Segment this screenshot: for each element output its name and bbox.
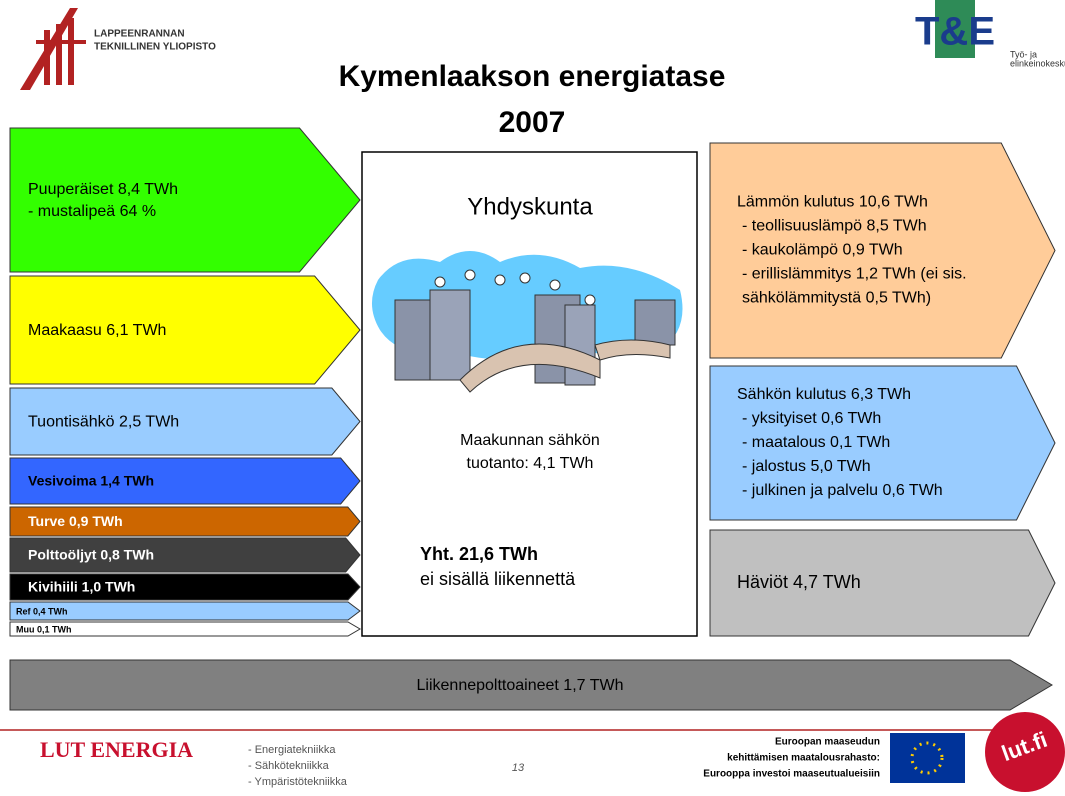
footer-department: - Sähkötekniikka [248, 760, 330, 772]
agency-name: elinkeinokesku [1010, 58, 1065, 68]
input-label: Turve 0,9 TWh [28, 513, 123, 529]
output-label: Häviöt 4,7 TWh [737, 572, 861, 592]
agency-logo: T&E Työ- ja elinkeinokesku [915, 0, 1065, 68]
footer-department: - Ympäristötekniikka [248, 776, 348, 788]
production-text: tuotanto: 4,1 TWh [467, 455, 594, 472]
inputs: Puuperäiset 8,4 TWh - mustalipeä 64 % Maak… [10, 128, 360, 636]
input-label: Polttoöljyt 0,8 TWh [28, 547, 154, 563]
output-label: sähkölämmitystä 0,5 TWh) [742, 290, 931, 307]
production-text: Maakunnan sähkön [460, 432, 600, 449]
slide-title: Kymenlaakson energiatase [339, 60, 726, 93]
output-label: - jalostus 5,0 TWh [742, 458, 871, 475]
agency-mark: T&E [915, 10, 995, 54]
output-label: - kaukolämpö 0,9 TWh [742, 242, 903, 259]
output-label: - teollisuuslämpö 8,5 TWh [742, 218, 927, 235]
input-label: Tuontisähkö 2,5 TWh [28, 414, 179, 431]
university-logo: LAPPEENRANNAN TEKNILLINEN YLIOPISTO [20, 8, 216, 90]
output-label: - yksityiset 0,6 TWh [742, 410, 881, 427]
transport-arrow: Liikennepolttoaineet 1,7 TWh [10, 660, 1052, 710]
university-name: TEKNILLINEN YLIOPISTO [94, 42, 216, 53]
footer-department: - Energiatekniikka [248, 744, 336, 756]
input-label: Vesivoima 1,4 TWh [28, 473, 154, 489]
center-title: Yhdyskunta [467, 193, 593, 220]
footer-brand: LUT ENERGIA [40, 737, 193, 762]
input-label: - mustalipeä 64 % [28, 203, 156, 220]
eu-flag [890, 733, 965, 783]
input-label: Maakaasu 6,1 TWh [28, 322, 166, 339]
total-text: Yht. 21,6 TWh [420, 544, 538, 564]
center-box: Yhdyskunta Maakunnan sähkön tuotanto: 4,… [362, 152, 697, 636]
input-label: Kivihiili 1,0 TWh [28, 579, 135, 595]
input-label: Muu 0,1 TWh [16, 624, 72, 634]
input-label: Puuperäiset 8,4 TWh [28, 181, 178, 198]
output-label: - maatalous 0,1 TWh [742, 434, 890, 451]
slide: LAPPEENRANNAN TEKNILLINEN YLIOPISTO T&E … [0, 0, 1065, 796]
outputs: Lämmön kulutus 10,6 TWh - teollisuuslämpö… [710, 143, 1055, 636]
input-arrow [10, 128, 360, 272]
university-name: LAPPEENRANNAN [94, 29, 185, 40]
output-label: Lämmön kulutus 10,6 TWh [737, 194, 928, 211]
input-label: Ref 0,4 TWh [16, 606, 68, 616]
output-label: - erillislämmitys 1,2 TWh (ei sis. [742, 266, 967, 283]
eu-text: Eurooppa investoi maaseutualueisiin [703, 769, 880, 780]
output-label: - julkinen ja palvelu 0,6 TWh [742, 482, 943, 499]
output-label: Sähkön kulutus 6,3 TWh [737, 386, 911, 403]
eu-text: Euroopan maaseudun [775, 737, 880, 748]
slide-title: 2007 [499, 106, 566, 139]
footer: LUT ENERGIA - Energiatekniikka - Sähköte… [0, 712, 1065, 792]
total-note: ei sisällä liikennettä [420, 569, 576, 589]
page-number: 13 [512, 762, 525, 774]
eu-text: kehittämisen maatalousrahasto: [727, 753, 880, 764]
transport-label: Liikennepolttoaineet 1,7 TWh [417, 677, 624, 694]
